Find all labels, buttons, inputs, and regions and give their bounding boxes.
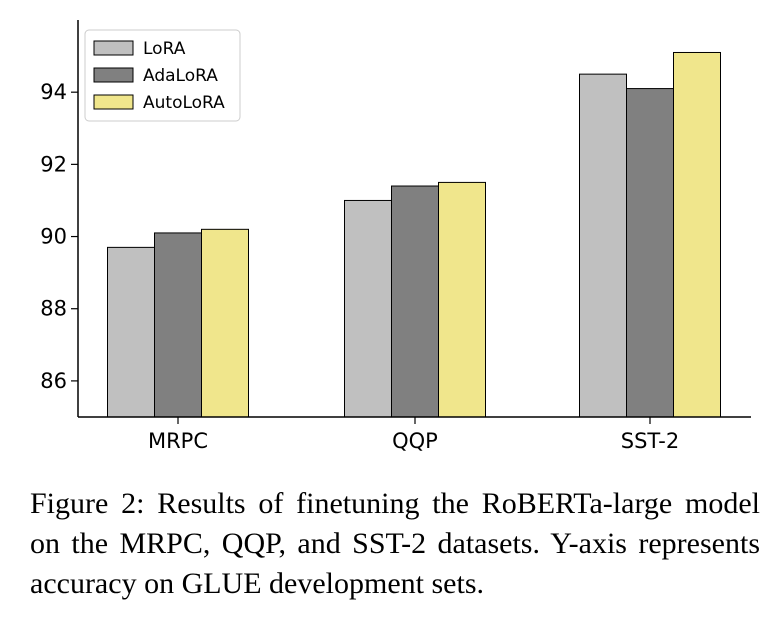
- y-tick-label: 92: [40, 152, 67, 176]
- axes-group: 86 88 90 92 94 MRPC QQP SST-2: [40, 20, 751, 453]
- x-tick-label-mrpc: MRPC: [148, 429, 208, 453]
- x-tick-label-sst-2: SST-2: [621, 429, 680, 453]
- bar-adalora-mrpc: [154, 232, 202, 418]
- legend-label-lora: LoRA: [143, 39, 186, 59]
- bar-adalora-qqp: [391, 185, 439, 418]
- bar-lora-mrpc: [107, 246, 155, 418]
- bars-group: [107, 51, 721, 418]
- y-tick-label: 90: [40, 225, 67, 249]
- x-tick-label-qqp: QQP: [392, 429, 438, 453]
- legend-swatch-autolora: [93, 94, 134, 110]
- y-tick-label: 88: [40, 297, 67, 321]
- legend-label-autolora: AutoLoRA: [143, 93, 225, 113]
- y-tick-label: 86: [40, 369, 67, 393]
- legend-swatch-adalora: [93, 67, 134, 83]
- figure-caption: Figure 2: Results of finetuning the RoBE…: [30, 487, 760, 600]
- bar-chart: 86 88 90 92 94 MRPC QQP SST-2 LoRA AdaLoRA AutoLo…: [40, 20, 751, 453]
- bar-autolora-mrpc: [201, 228, 249, 418]
- bar-lora-qqp: [344, 199, 392, 418]
- bar-autolora-sst-2: [673, 51, 721, 418]
- bar-adalora-sst-2: [626, 88, 674, 418]
- legend: LoRA AdaLoRA AutoLoRA: [84, 29, 241, 122]
- bar-autolora-qqp: [438, 181, 486, 418]
- bar-lora-sst-2: [579, 73, 627, 418]
- legend-swatch-lora: [93, 40, 134, 56]
- y-tick-label: 94: [40, 80, 67, 104]
- legend-label-adalora: AdaLoRA: [143, 66, 218, 86]
